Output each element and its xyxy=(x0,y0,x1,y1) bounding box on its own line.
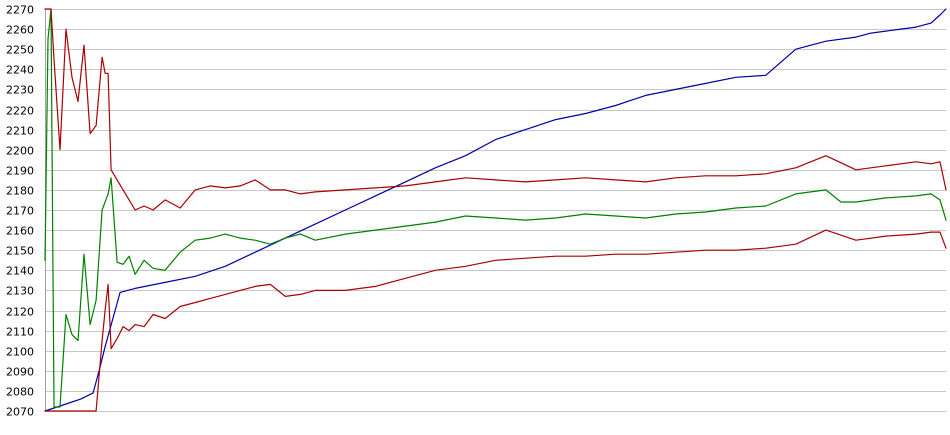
series-line-4 xyxy=(44,229,947,412)
y-tick-label: 2260 xyxy=(6,24,34,37)
y-tick-label: 2140 xyxy=(6,265,34,278)
y-tick-label: 2090 xyxy=(6,366,34,379)
y-tick-label: 2270 xyxy=(6,4,34,17)
y-tick-label: 2160 xyxy=(6,225,34,238)
series-line-3 xyxy=(44,8,947,211)
y-tick-label: 2100 xyxy=(6,346,34,359)
series-line-1 xyxy=(44,8,947,412)
y-tick-label: 2180 xyxy=(6,185,34,198)
y-tick-label: 2080 xyxy=(6,386,34,399)
series-line-2 xyxy=(44,8,947,408)
y-tick-label: 2130 xyxy=(6,285,34,298)
y-tick-label: 2190 xyxy=(6,165,34,178)
y-tick-label: 2150 xyxy=(6,245,34,258)
y-tick-label: 2250 xyxy=(6,44,34,57)
y-tick-label: 2070 xyxy=(6,406,34,419)
y-tick-label: 2170 xyxy=(6,205,34,218)
y-tick-label: 2200 xyxy=(6,145,34,158)
y-tick-label: 2120 xyxy=(6,306,34,319)
y-tick-label: 2240 xyxy=(6,64,34,77)
y-tick-label: 2210 xyxy=(6,125,34,138)
y-tick-label: 2220 xyxy=(6,105,34,118)
y-tick-label: 2230 xyxy=(6,84,34,97)
y-tick-label: 2110 xyxy=(6,326,34,339)
